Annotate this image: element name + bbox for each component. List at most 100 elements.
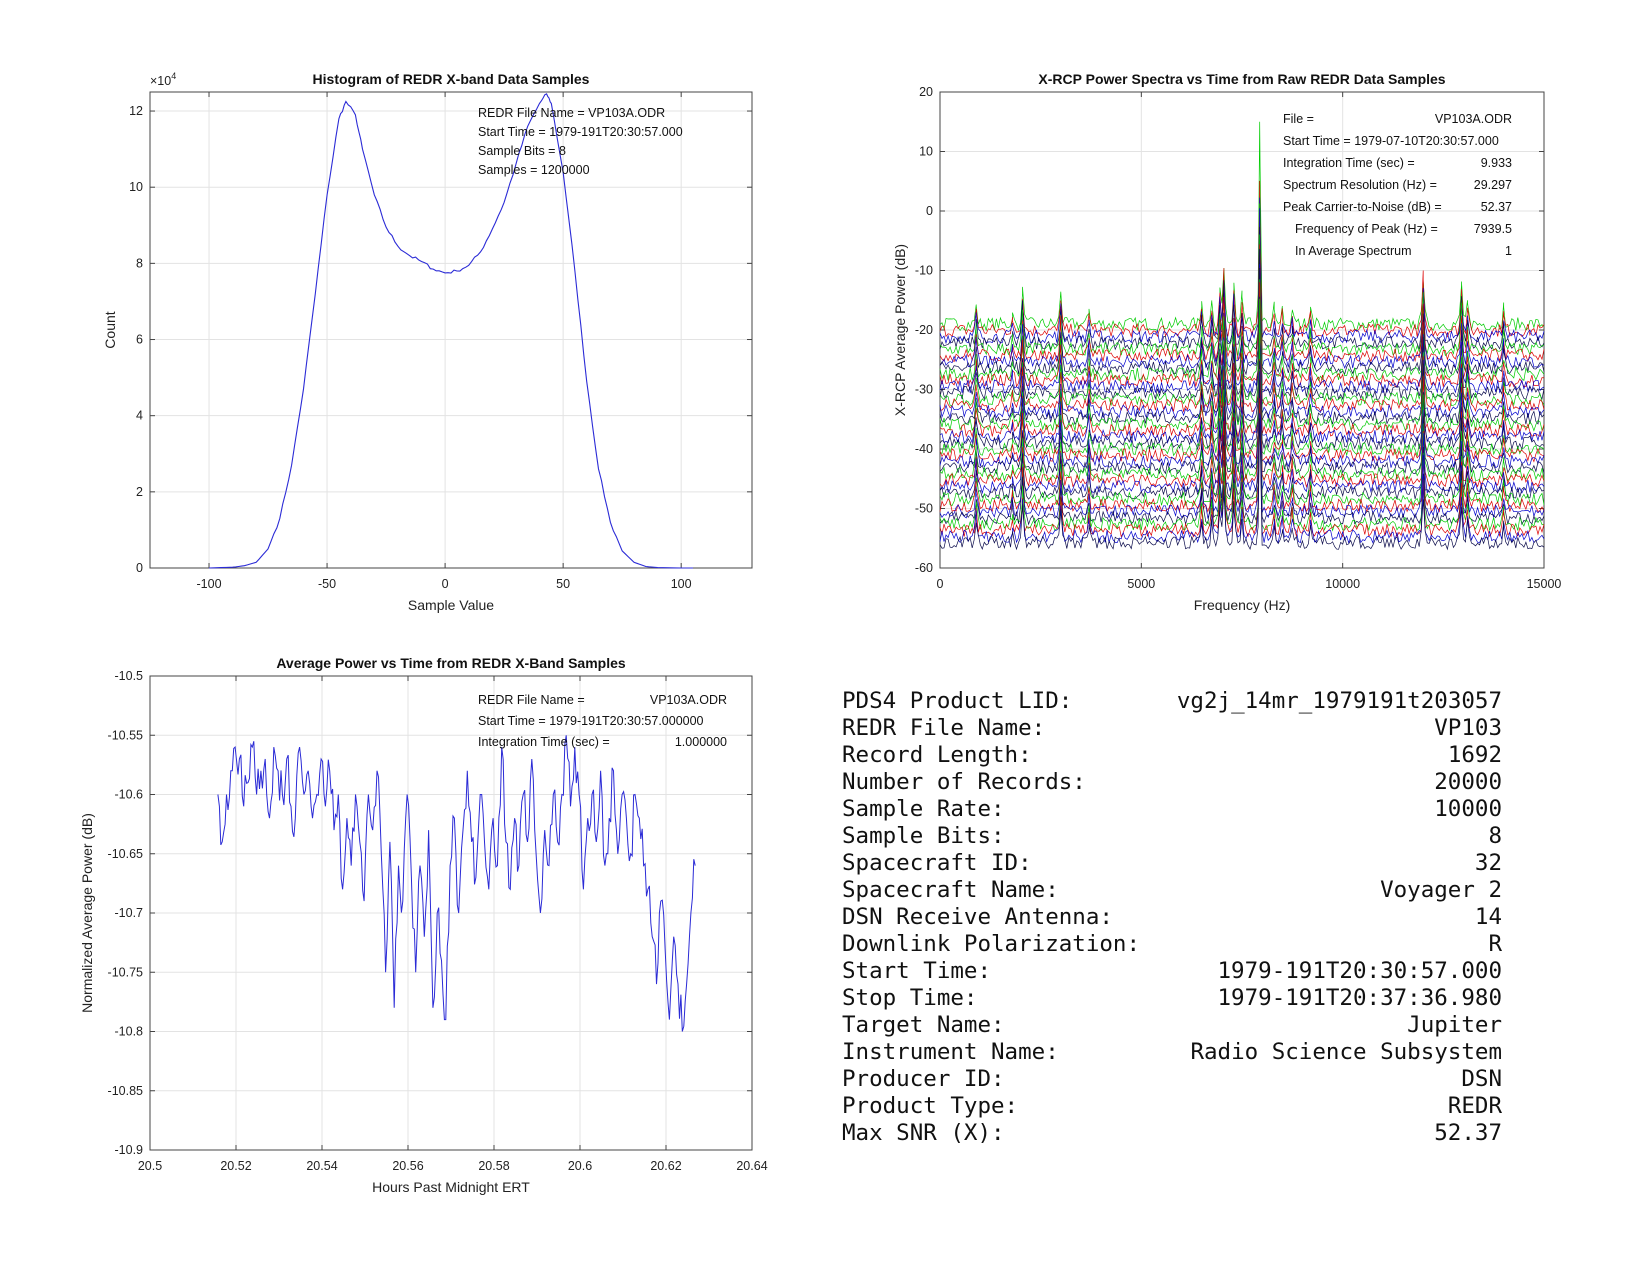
y-tick-label: 4	[136, 409, 143, 423]
chart-3: 20.5 20.52 20.54 20.56 20.58 20.6 20.62 20.64 -1…	[79, 655, 768, 1195]
x-tick-label: 20.52	[220, 1159, 251, 1173]
y-tick-label: 8	[136, 256, 143, 270]
annotation-label: In Average Spectrum	[1295, 244, 1412, 258]
info-row: Instrument Name: Radio Science Subsystem	[842, 1039, 1502, 1066]
annotation-label: File =	[1283, 112, 1314, 126]
spectrum-series-line	[939, 267, 1545, 425]
annotation-text: Sample Bits = 8	[478, 144, 566, 158]
chart-title: X-RCP Power Spectra vs Time from Raw RED…	[1038, 71, 1445, 87]
product-info-table: PDS4 Product LID: vg2j_14mr_1979191t20305…	[842, 688, 1502, 1147]
info-row: Product Type: REDR	[842, 1093, 1502, 1120]
info-row: Stop Time: 1979-191T20:37:36.980	[842, 985, 1502, 1012]
y-tick-label: 0	[136, 561, 143, 575]
info-value: Jupiter	[1407, 1012, 1502, 1038]
y-tick-label: -10.55	[108, 728, 143, 742]
x-tick-label: 20.64	[736, 1159, 767, 1173]
annotation-value: 52.37	[1481, 200, 1512, 214]
annotation-label: Integration Time (sec) =	[1283, 156, 1415, 170]
spectrum-series-line	[939, 121, 1545, 332]
annotation-label: Start Time = 1979-191T20:30:57.000000	[478, 714, 704, 728]
x-tick-label: -100	[197, 577, 222, 591]
x-tick-label: 5000	[1127, 577, 1155, 591]
spectrum-series-line	[939, 402, 1545, 532]
annotation-value: 9.933	[1481, 156, 1512, 170]
spectrum-series-line	[939, 371, 1545, 513]
y-tick-label: -10.85	[108, 1084, 143, 1098]
annotation-label: Start Time = 1979-07-10T20:30:57.000	[1283, 134, 1499, 148]
info-row: Start Time: 1979-191T20:30:57.000	[842, 958, 1502, 985]
y-tick-label: -10.75	[108, 965, 143, 979]
x-tick-label: 20.62	[650, 1159, 681, 1173]
info-label: REDR File Name:	[842, 715, 1046, 741]
spectrum-series-line	[939, 342, 1545, 469]
spectrum-series-line	[939, 248, 1545, 401]
info-value: 1979-191T20:37:36.980	[1217, 985, 1502, 1011]
x-tick-label: 20.5	[138, 1159, 162, 1173]
info-value: 20000	[1434, 769, 1502, 795]
chart-title: Average Power vs Time from REDR X-Band S…	[276, 655, 626, 671]
chart-1: -100 -50 0 50 100 0 2 4 6 8 10 12 Histogram of REDR …	[102, 71, 753, 613]
info-row: Number of Records: 20000	[842, 769, 1502, 796]
info-row: REDR File Name: VP103	[842, 715, 1502, 742]
annotation-label: Frequency of Peak (Hz) =	[1295, 222, 1438, 236]
annotation-value: VP103A.ODR	[1435, 112, 1512, 126]
y-tick-label: -10.5	[115, 669, 144, 683]
info-value: VP103	[1434, 715, 1502, 741]
info-label: Max SNR (X):	[842, 1120, 1005, 1146]
info-row: Record Length: 1692	[842, 742, 1502, 769]
info-value: 8	[1488, 823, 1502, 849]
annotation-value: 1.000000	[675, 735, 727, 749]
y-tick-label: -10.65	[108, 847, 143, 861]
chart-2: 0 5000 10000 15000 -60 -50 -40 -30 -20 -10 0 10 20 X-…	[892, 71, 1561, 613]
x-tick-label: 15000	[1527, 577, 1562, 591]
info-value: REDR	[1447, 1093, 1502, 1119]
annotation-label: Peak Carrier-to-Noise (dB) =	[1283, 200, 1442, 214]
annotation-value: VP103A.ODR	[650, 693, 727, 707]
x-tick-label: 10000	[1325, 577, 1360, 591]
y-exponent-label: ×104	[150, 71, 176, 88]
info-label: Producer ID:	[842, 1066, 1005, 1092]
spectrum-series-line	[939, 333, 1545, 482]
spectrum-series-line	[939, 333, 1545, 463]
x-tick-label: -50	[318, 577, 336, 591]
spectrum-series-line	[939, 379, 1545, 526]
y-axis-label: Count	[102, 311, 118, 348]
info-value: 52.37	[1434, 1120, 1502, 1146]
info-row: Max SNR (X): 52.37	[842, 1120, 1502, 1147]
spectrum-series-line	[939, 369, 1545, 507]
y-tick-label: 6	[136, 333, 143, 347]
info-value: 10000	[1434, 796, 1502, 822]
y-tick-label: 2	[136, 485, 143, 499]
y-tick-label: -10.6	[115, 788, 144, 802]
info-label: Record Length:	[842, 742, 1032, 768]
annotation-value: 7939.5	[1474, 222, 1512, 236]
x-axis-label: Sample Value	[408, 597, 494, 613]
info-value: R	[1488, 931, 1502, 957]
spectrum-series-line	[939, 312, 1545, 445]
spectrum-series-line	[939, 266, 1545, 413]
x-tick-label: 0	[442, 577, 449, 591]
info-row: Target Name: Jupiter	[842, 1012, 1502, 1039]
x-tick-label: 20.58	[478, 1159, 509, 1173]
x-tick-label: 20.6	[568, 1159, 592, 1173]
y-tick-label: -30	[915, 383, 933, 397]
y-tick-label: -10.8	[115, 1025, 144, 1039]
info-label: Stop Time:	[842, 985, 978, 1011]
info-label: Start Time:	[842, 958, 992, 984]
y-tick-label: 10	[919, 145, 933, 159]
axes-frame	[149, 91, 753, 569]
info-value: 1979-191T20:30:57.000	[1217, 958, 1502, 984]
info-value: Radio Science Subsystem	[1190, 1039, 1502, 1065]
y-tick-label: -10	[915, 264, 933, 278]
info-value: vg2j_14mr_1979191t203057	[1176, 688, 1502, 714]
x-tick-label: 50	[556, 577, 570, 591]
annotation-label: REDR File Name =	[478, 693, 585, 707]
spectrum-series-line	[939, 418, 1545, 551]
info-label: Spacecraft Name:	[842, 877, 1059, 903]
y-axis-label: X-RCP Average Power (dB)	[892, 244, 908, 416]
info-row: Producer ID: DSN	[842, 1066, 1502, 1093]
x-tick-label: 20.54	[306, 1159, 337, 1173]
spectrum-series-line	[939, 358, 1545, 488]
histogram-series-line	[208, 93, 693, 569]
spectrum-series-line	[939, 180, 1545, 338]
